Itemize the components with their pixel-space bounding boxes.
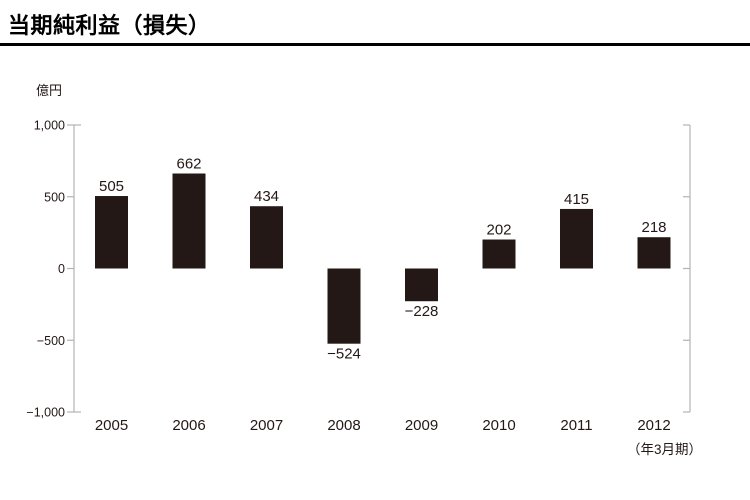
x-tick-label: 2010: [482, 417, 515, 434]
bar-2011: [560, 208, 593, 269]
x-tick-label: 2008: [327, 417, 360, 434]
bar-value-label: −524: [327, 346, 361, 363]
bar-2008: [327, 268, 361, 344]
bar-2010: [482, 239, 516, 269]
y-tick-label: −500: [37, 334, 65, 348]
page-title: 当期純利益（損失）: [8, 13, 211, 38]
bar-2009: [405, 268, 438, 302]
x-tick-label: 2007: [250, 417, 283, 434]
bar-value-label: 202: [486, 222, 511, 239]
bar-value-label: 505: [99, 178, 124, 195]
y-tick-label: 1,000: [34, 119, 65, 133]
bar-2007: [250, 206, 283, 269]
bar-value-label: 662: [176, 156, 201, 173]
x-tick-label: 2012: [637, 417, 670, 434]
x-axis-note: （年3月期）: [627, 442, 702, 457]
bar-value-label: 218: [641, 219, 666, 236]
bar-value-label: 415: [564, 191, 589, 208]
y-tick-label: −1,000: [26, 406, 65, 420]
title-underline: [0, 43, 750, 46]
x-tick-label: 2011: [560, 417, 592, 434]
bar-value-label: 434: [254, 188, 279, 205]
bar-2006: [172, 173, 206, 269]
x-tick-label: 2005: [95, 417, 128, 434]
bar-2005: [95, 196, 128, 269]
x-tick-label: 2006: [172, 417, 205, 434]
bar-2012: [637, 237, 671, 269]
y-tick-label: 0: [58, 262, 65, 276]
x-tick-label: 2009: [405, 417, 438, 434]
y-axis-unit-label: 億円: [36, 83, 62, 98]
bar-value-label: −228: [405, 303, 439, 320]
y-tick-label: 500: [44, 190, 65, 204]
